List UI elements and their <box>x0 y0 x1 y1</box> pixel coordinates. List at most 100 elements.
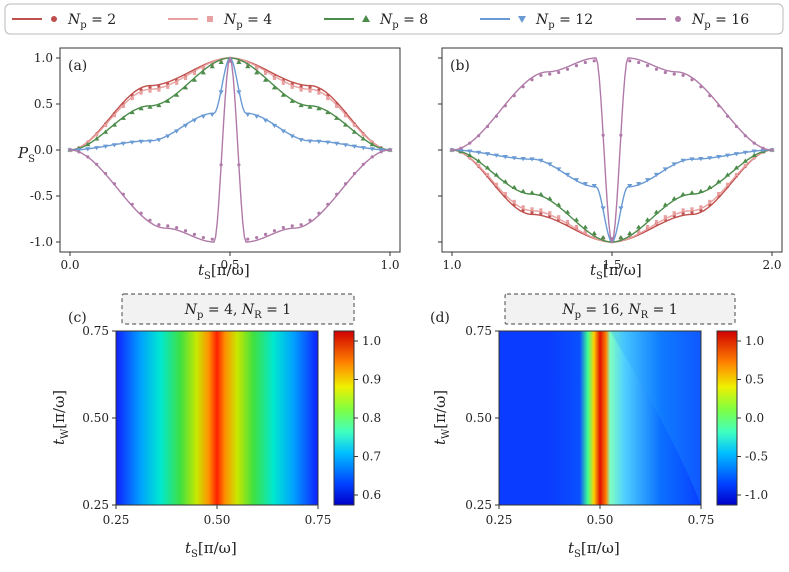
b-series-1-point <box>512 199 516 204</box>
b-series-3-point <box>653 172 660 178</box>
legend-label-2: Np = 8 <box>379 12 428 31</box>
a-series-3-point <box>218 90 224 95</box>
b-series-3-point <box>582 182 588 187</box>
a-series-4-point <box>272 229 277 233</box>
b-series-3-point <box>538 158 544 163</box>
b-xtick-label: 1.0 <box>442 258 461 272</box>
a-series-2-point <box>342 122 349 127</box>
b-series-2-point <box>520 188 526 193</box>
a-series-4-point <box>95 162 99 166</box>
a-series-4-point <box>68 148 72 152</box>
b-series-1-point <box>583 229 587 233</box>
a-series-3-point <box>271 123 278 129</box>
panel-c-title: Np = 4, NR = 1 <box>184 302 291 321</box>
a-series-3-point <box>209 112 215 117</box>
a-series-4-point <box>77 150 81 154</box>
a-series-3-point <box>325 140 331 145</box>
a-series-4-point <box>175 225 179 230</box>
b-series-4-point <box>548 72 552 76</box>
b-series-3-point <box>680 158 686 163</box>
a-series-2-point <box>200 70 206 75</box>
panel-c-title-box <box>121 293 355 325</box>
b-series-1-point <box>637 229 641 233</box>
a-series-3-line <box>70 57 390 151</box>
a-series-4-point <box>228 59 232 63</box>
a-series-3-point <box>156 138 162 143</box>
b-series-1-point <box>468 155 472 160</box>
b-series-4-point <box>610 237 614 241</box>
c-colorbar-label: 0.9 <box>362 373 381 387</box>
a-series-1-point <box>192 71 197 76</box>
a-series-4-point <box>255 235 259 240</box>
a-series-3-point <box>85 147 91 152</box>
a-series-3-point <box>262 118 269 123</box>
b-series-2-point <box>600 235 606 240</box>
a-series-4-point <box>103 171 108 176</box>
c-colorbar-label: 0.6 <box>362 488 381 502</box>
d-colorbar-label: -1.0 <box>745 488 768 502</box>
panel-a: (a) 0.0 0.5 1.0 1.0 0.5 0.0 -0.5 -1.0 PS tS[π/ω… <box>17 47 401 282</box>
b-series-3-point <box>707 156 713 161</box>
a-series-2-point <box>254 70 260 75</box>
b-series-2-point <box>671 196 677 201</box>
b-series-1-point <box>503 192 507 196</box>
b-series-2-point <box>493 172 500 177</box>
b-series-2-point <box>636 224 642 229</box>
a-series-3-point <box>111 143 118 148</box>
panel-d-title-box <box>504 293 736 325</box>
a-series-2-line <box>69 57 391 151</box>
legend-marker-1 <box>207 16 213 22</box>
b-series-3-point <box>556 167 562 172</box>
c-ytick-label: 0.25 <box>82 498 109 512</box>
b-series-3-point <box>547 162 553 167</box>
a-series-4-point <box>166 224 170 228</box>
c-colorbar-label: 0.8 <box>362 411 381 425</box>
panel-b-xlabel: tS[π/ω] <box>590 261 642 282</box>
a-series-4-point <box>290 224 294 228</box>
a-series-4-point <box>388 148 392 152</box>
a-series-3-point <box>165 134 171 139</box>
b-series-4-point <box>477 134 481 138</box>
a-series-3-point <box>360 146 366 151</box>
panel-d: (d) Np = 16, NR = 1 0.25 0.50 0.750.750.50… <box>430 293 768 560</box>
a-series-1-point <box>361 133 365 137</box>
panel-a-xlabel: tS[π/ω] <box>198 261 250 282</box>
b-series-3-point <box>484 152 491 157</box>
a-series-0-line <box>69 57 391 151</box>
a-series-4-point <box>201 235 205 240</box>
a-series-2-point <box>102 129 109 134</box>
b-series-4-point <box>539 73 543 77</box>
a-series-1-point <box>299 88 303 92</box>
a-series-1-point <box>352 123 357 128</box>
b-series-4-point <box>565 67 570 71</box>
a-series-3-point <box>200 114 206 119</box>
a-series-2-point <box>165 98 171 103</box>
b-series-2-point <box>582 224 588 229</box>
a-series-1-point <box>95 133 99 137</box>
b-series-3-point <box>591 184 597 189</box>
b-series-2-point <box>680 191 686 197</box>
b-series-3-point <box>511 156 517 161</box>
legend-box <box>4 3 784 35</box>
b-series-4-point <box>743 134 747 138</box>
a-xtick-label: 0.5 <box>220 258 239 272</box>
a-series-2-point <box>298 102 304 108</box>
a-series-4-point <box>86 155 90 159</box>
a-series-2-point <box>138 106 144 111</box>
a-series-2-point <box>147 104 153 109</box>
a-ytick-label: 1.0 <box>34 51 53 65</box>
b-series-2-point <box>502 179 508 184</box>
a-series-1-point <box>343 114 348 118</box>
b-series-4-point <box>708 94 712 98</box>
b-series-4-point <box>663 70 667 75</box>
a-series-1-point <box>166 85 170 89</box>
c-ytick-label: 0.50 <box>82 411 109 425</box>
a-series-2-point <box>334 115 340 120</box>
a-series-4-point <box>219 163 223 167</box>
panel-d-colorbar <box>716 330 738 506</box>
b-series-1-point <box>521 205 525 209</box>
a-series-2-point <box>369 141 375 147</box>
a-series-3-point <box>147 139 153 144</box>
b-series-4-point <box>761 146 765 150</box>
a-series-4-point <box>343 182 348 186</box>
